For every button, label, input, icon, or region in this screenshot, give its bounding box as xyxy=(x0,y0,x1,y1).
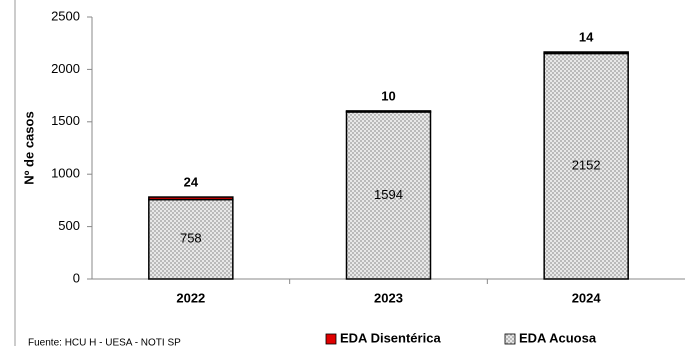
y-tick-label: 0 xyxy=(73,270,80,285)
bar-segment xyxy=(543,52,629,280)
y-tick-label: 1500 xyxy=(51,113,80,128)
value-label: 10 xyxy=(381,88,395,103)
bar-segment xyxy=(345,110,432,113)
bar-segment xyxy=(148,198,234,280)
value-label: 14 xyxy=(579,29,594,44)
x-tick-label: 2024 xyxy=(572,290,602,305)
y-tick-label: 2000 xyxy=(51,61,80,76)
bar-segment xyxy=(543,51,629,55)
y-axis-label: Nº de casos xyxy=(21,111,36,184)
source-note: Fuente: HCU H - UESA - NOTI SP xyxy=(28,338,181,346)
legend-swatch xyxy=(325,333,337,345)
y-tick-label: 500 xyxy=(58,218,80,233)
y-tick-label: 2500 xyxy=(51,8,80,23)
value-label: 1594 xyxy=(374,187,403,202)
value-label: 24 xyxy=(184,174,199,189)
legend-swatch xyxy=(504,333,516,345)
y-tick-label: 1000 xyxy=(51,166,80,181)
x-tick-label: 2022 xyxy=(176,290,205,305)
x-tick-label: 2023 xyxy=(374,290,403,305)
bar-segment xyxy=(345,111,432,280)
value-label: 758 xyxy=(180,231,202,246)
value-label: 2152 xyxy=(572,158,601,173)
legend-label: EDA Acuosa xyxy=(519,330,597,345)
bar-segment xyxy=(148,196,234,201)
legend-label: EDA Disentérica xyxy=(340,330,441,345)
